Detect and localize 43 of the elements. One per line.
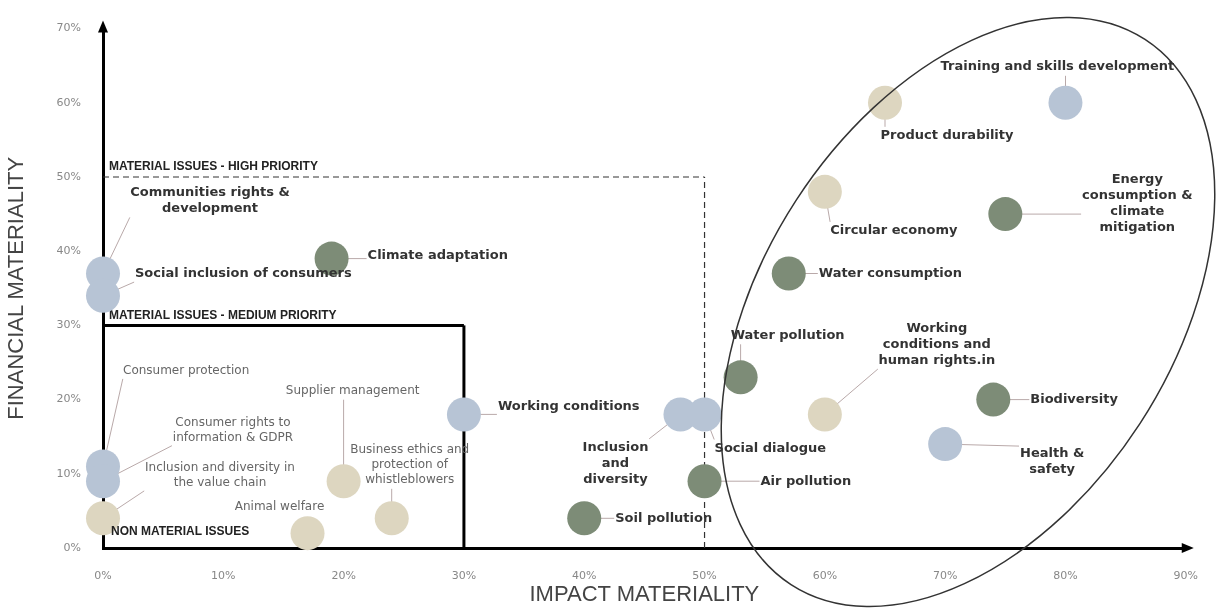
- x-tick-label: 40%: [572, 569, 597, 583]
- annotation: Climate adaptation: [367, 246, 508, 262]
- y-tick-label: 50%: [56, 169, 81, 183]
- annotation: NON MATERIAL ISSUES: [111, 524, 250, 539]
- ref-line-label: MATERIAL ISSUES - MEDIUM PRIORITY: [109, 307, 337, 322]
- annotation: Working conditions: [497, 397, 640, 413]
- annotation: Health & safety: [1020, 445, 1085, 477]
- x-axis-title: IMPACT MATERIALITY: [529, 580, 760, 606]
- annotation: Soil pollution: [615, 509, 713, 525]
- annotation: Inclusion and diversity in the value chain: [145, 459, 295, 489]
- x-tick-label: 70%: [932, 569, 958, 583]
- annotation: Air pollution: [760, 472, 852, 488]
- x-tick-label: 80%: [1053, 569, 1078, 583]
- annotation: Circular economy: [830, 222, 958, 238]
- x-tick-label: 90%: [1173, 569, 1198, 583]
- y-tick-label: 40%: [56, 244, 81, 258]
- annotation: Consumer protection: [123, 362, 250, 377]
- annotation: Energy consumption & climate mitigation: [1082, 171, 1193, 235]
- x-tick-label: 60%: [812, 569, 838, 583]
- annotation: Working conditions and human rights.in: [878, 319, 996, 367]
- annotation: Product durability: [880, 127, 1015, 143]
- x-tick-label: 30%: [451, 569, 477, 583]
- annotation: Communities rights & development: [130, 183, 290, 215]
- x-tick-label: 10%: [211, 569, 236, 583]
- x-tick-label: 20%: [331, 569, 356, 583]
- annotation: Consumer rights to information & GDPR: [172, 414, 294, 444]
- y-tick-label: 0%: [63, 540, 81, 554]
- y-tick-label: 10%: [56, 466, 81, 480]
- annotation: Training and skills development: [940, 58, 1175, 74]
- x-tick-label: 50%: [692, 569, 717, 583]
- y-tick-label: 70%: [56, 21, 81, 35]
- annotation: Inclusion and diversity: [582, 438, 649, 486]
- y-axis-title: FINANCIAL MATERIALITY: [3, 156, 29, 420]
- y-tick-label: 30%: [56, 318, 81, 332]
- annotation: Water consumption: [818, 264, 962, 280]
- ref-line-label: MATERIAL ISSUES - HIGH PRIORITY: [109, 159, 318, 174]
- y-tick-label: 60%: [56, 95, 81, 109]
- x-tick-label: 0%: [94, 569, 112, 583]
- annotation: Biodiversity: [1030, 390, 1119, 406]
- y-tick-label: 20%: [56, 392, 81, 406]
- annotation: Supplier management: [285, 383, 420, 398]
- annotation: Social inclusion of consumers: [135, 265, 353, 281]
- annotation: Animal welfare: [234, 499, 325, 514]
